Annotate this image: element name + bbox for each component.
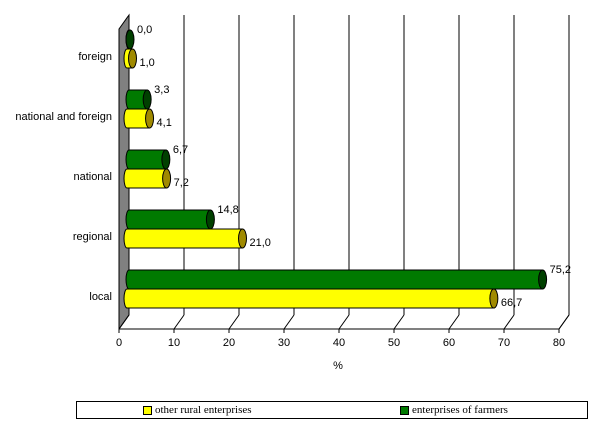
data-label: 75,2 <box>550 264 571 276</box>
bar-end-cap <box>125 29 135 50</box>
x-tick-label: 40 <box>333 337 345 349</box>
legend: other rural enterprises enterprises of f… <box>76 401 588 419</box>
data-label: 3,3 <box>154 84 169 96</box>
floor-gridline <box>503 314 515 330</box>
chart: 75,2 66,7 14,8 21,0 6,7 7,2 3,3 4,1 0,0 1,0 local… <box>15 13 571 372</box>
data-label: 0,0 <box>137 24 152 36</box>
bar <box>125 269 547 290</box>
legend-item-other-rural: other rural enterprises <box>143 404 252 416</box>
bar-end-cap <box>145 108 155 129</box>
bar <box>123 288 498 309</box>
floor-edge <box>558 314 570 330</box>
data-label: 14,8 <box>217 204 238 216</box>
category-labels: local regional national national and foreig… <box>15 51 112 303</box>
bar <box>125 209 214 230</box>
x-tick-label: 20 <box>223 337 235 349</box>
category-label: national and foreign <box>15 111 112 123</box>
bar-end-cap <box>538 269 548 290</box>
bar-end-cap <box>162 168 172 189</box>
x-tick-label: 70 <box>498 337 510 349</box>
bar-end-cap <box>489 288 499 309</box>
legend-label: enterprises of farmers <box>412 404 508 416</box>
x-tick-label: 10 <box>168 337 180 349</box>
floor-gridline <box>173 314 185 330</box>
category-label: regional <box>73 231 112 243</box>
x-axis-label: % <box>333 360 343 372</box>
floor-gridline <box>118 314 130 330</box>
category-label: national <box>73 171 112 183</box>
x-tick-label: 0 <box>116 337 122 349</box>
category-label: local <box>89 291 112 303</box>
data-label: 7,2 <box>174 177 189 189</box>
x-tick-label: 50 <box>388 337 400 349</box>
bar-end-cap <box>161 149 171 170</box>
data-label: 21,0 <box>250 237 271 249</box>
x-tick-label: 80 <box>553 337 565 349</box>
floor-gridline <box>448 314 460 330</box>
data-label: 6,7 <box>173 144 188 156</box>
bars <box>123 29 548 309</box>
legend-item-farmers: enterprises of farmers <box>400 404 508 416</box>
data-label: 1,0 <box>140 57 155 69</box>
bar-end-cap <box>205 209 215 230</box>
data-label: 66,7 <box>501 297 522 309</box>
x-axis-ticks: 0 10 20 30 40 50 60 70 80 <box>116 329 565 349</box>
bar <box>123 228 246 249</box>
floor-gridline <box>338 314 350 330</box>
x-tick-label: 30 <box>278 337 290 349</box>
floor-gridline <box>393 314 405 330</box>
legend-swatch-yellow <box>143 405 152 415</box>
legend-swatch-green <box>400 405 409 415</box>
legend-label: other rural enterprises <box>155 404 252 416</box>
floor-gridline <box>228 314 240 330</box>
x-tick-label: 60 <box>443 337 455 349</box>
category-label: foreign <box>78 51 112 63</box>
floor-gridline <box>283 314 295 330</box>
value-labels: 75,2 66,7 14,8 21,0 6,7 7,2 3,3 4,1 0,0 1,0 <box>137 24 571 309</box>
bar-end-cap <box>238 228 247 249</box>
bar-end-cap <box>142 89 152 110</box>
bar-end-cap <box>128 48 137 69</box>
data-label: 4,1 <box>157 117 172 129</box>
